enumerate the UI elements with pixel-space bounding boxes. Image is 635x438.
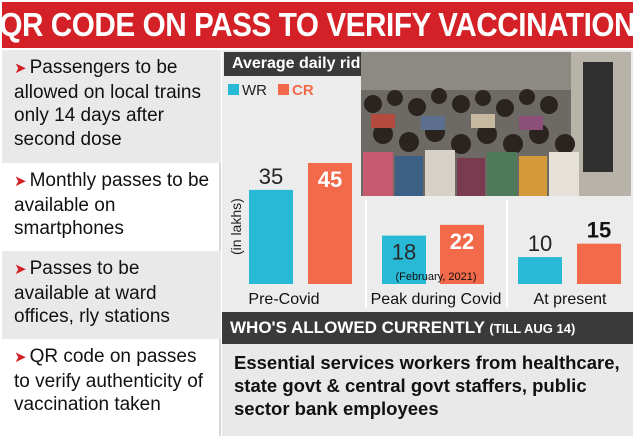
bullet-item: ➤ Passes to be available at ward offices,… (2, 251, 221, 339)
bar-wr-1 (382, 235, 426, 284)
y-axis-label: (in lakhs) (228, 198, 244, 255)
category-label-2: At present (534, 291, 607, 308)
value-label-cr-2: 15 (587, 218, 611, 243)
category-label-0: Pre-Covid (248, 291, 319, 308)
bullet-text: Passengers to be allowed on local trains… (14, 57, 201, 150)
title-banner: QR CODE ON PASS TO VERIFY VACCINATION (0, 2, 635, 48)
category-note-1: (February, 2021) (395, 271, 476, 283)
value-label-cr-1: 22 (450, 229, 474, 254)
who-allowed-heading: WHO'S ALLOWED CURRENTLY (230, 318, 485, 337)
bar-cr-2 (577, 243, 621, 284)
chart-legend: WR CR (228, 82, 314, 99)
value-label-wr-0: 35 (259, 164, 283, 189)
bullet-item: ➤ Passengers to be allowed on local train… (2, 50, 221, 163)
value-label-wr-2: 10 (528, 231, 552, 256)
bar-wr-0 (249, 189, 293, 284)
who-allowed-heading-bar: WHO'S ALLOWED CURRENTLY (TILL AUG 14) (222, 312, 633, 344)
bullet-text: Monthly passes to be available on smartp… (14, 170, 210, 239)
bar-wr-2 (518, 257, 562, 284)
who-allowed-note: (TILL AUG 14) (489, 321, 576, 336)
legend-swatch-cr (278, 84, 289, 95)
arrow-icon: ➤ (14, 60, 27, 77)
value-label-cr-0: 45 (318, 167, 342, 192)
who-allowed-text: Essential services workers from healthca… (222, 344, 633, 436)
category-labels: Pre-Covid Peak during Covid (February, 202… (248, 271, 607, 308)
bullet-list: ➤ Passengers to be allowed on local train… (2, 50, 221, 436)
bullet-item: ➤ QR code on passes to verify authenticit… (2, 339, 221, 436)
category-label-1: Peak during Covid (371, 291, 502, 308)
legend-label-wr: WR (242, 82, 267, 99)
ridership-bar-chart: WR CR (in lakhs) 35 18 10 45 22 15 Pre-Covid Pe… (228, 82, 621, 308)
bar-cr-1 (440, 224, 484, 284)
category-dividers (365, 200, 508, 308)
page-title: QR CODE ON PASS TO VERIFY VACCINATION (0, 6, 635, 43)
legend-label-cr: CR (292, 82, 314, 99)
bar-cr-0 (308, 163, 352, 284)
bullet-text: QR code on passes to verify authenticity… (14, 346, 204, 415)
bullet-text: Passes to be available at ward offices, … (14, 258, 170, 327)
arrow-icon: ➤ (14, 173, 27, 190)
commuter-crowd-photo (361, 52, 631, 196)
bullet-item: ➤ Monthly passes to be available on smart… (2, 163, 221, 251)
bars-group: 35 18 10 45 22 15 (249, 163, 621, 284)
arrow-icon: ➤ (14, 349, 27, 366)
arrow-icon: ➤ (14, 261, 27, 278)
legend-swatch-wr (228, 84, 239, 95)
value-label-wr-1: 18 (392, 240, 416, 265)
chart-panel: Average daily ridership WR CR (in lakhs) … (222, 50, 633, 312)
